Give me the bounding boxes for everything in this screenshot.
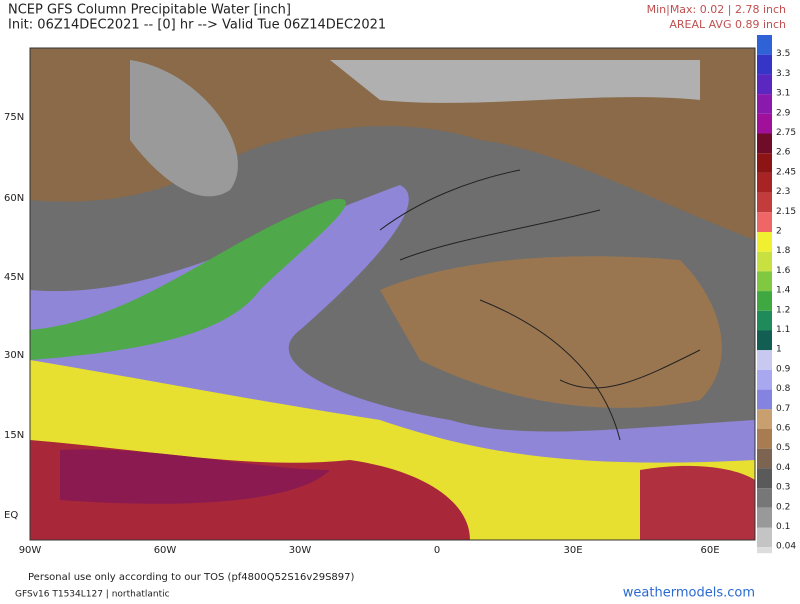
colorbar-label: 1 [776, 345, 782, 355]
lat-label: 15N [4, 430, 24, 441]
colorbar-swatch [757, 409, 772, 429]
colorbar-swatch [757, 369, 772, 390]
lon-label: 0 [434, 545, 440, 556]
lat-label: 75N [4, 112, 24, 123]
colorbar-label: 0.9 [776, 364, 791, 374]
colorbar-swatch [757, 232, 772, 252]
colorbar-swatch [757, 507, 772, 528]
colorbar-label: 3.5 [776, 49, 790, 59]
colorbar-label: 0.2 [776, 502, 790, 512]
colorbar-label: 2 [776, 227, 782, 237]
colorbar-swatch [757, 94, 772, 114]
map-imagery [29, 47, 756, 541]
colorbar-swatch [757, 153, 772, 173]
colorbar-swatch [757, 172, 772, 193]
colorbar-label: 2.6 [776, 148, 791, 158]
colorbar-label: 1.6 [776, 266, 791, 276]
colorbar-swatch [757, 448, 772, 469]
colorbar-label: 0.04 [776, 542, 796, 552]
colorbar-label: 3.3 [776, 69, 790, 79]
colorbar-swatch [757, 468, 772, 489]
lon-label: 60E [700, 545, 719, 556]
colorbar-swatch [757, 133, 772, 154]
lat-label: 30N [4, 350, 24, 361]
colorbar-label: 0.1 [776, 522, 790, 532]
lon-label: 30E [563, 545, 582, 556]
colorbar-swatch [757, 330, 772, 351]
colorbar-swatch [757, 271, 772, 292]
lon-label: 30W [289, 545, 312, 556]
colorbar-swatch [757, 291, 772, 311]
colorbar-swatch [757, 212, 772, 232]
colorbar-swatch [757, 389, 772, 410]
site-link: weathermodels.com [623, 586, 755, 601]
init-line: Init: 06Z14DEC2021 -- [0] hr --> Valid T… [8, 18, 386, 33]
colorbar-swatch [757, 251, 772, 272]
colorbar-swatch [757, 527, 772, 548]
colorbar-label: 1.2 [776, 305, 790, 315]
lat-label: EQ [4, 510, 18, 521]
colorbar-swatch [757, 74, 772, 95]
areal-avg: AREAL AVG 0.89 inch [669, 18, 786, 31]
colorbar-label: 1.4 [776, 286, 791, 296]
colorbar-label: 2.15 [776, 207, 796, 217]
colorbar-swatch [757, 310, 772, 331]
min-max: Min|Max: 0.02 | 2.78 inch [647, 3, 786, 16]
colorbar-label: 0.6 [776, 424, 791, 434]
colorbar-label: 3.1 [776, 89, 790, 99]
lat-label: 60N [4, 193, 24, 204]
colorbar-label: 2.45 [776, 167, 796, 177]
colorbar-label: 1.8 [776, 246, 791, 256]
colorbar-swatch [757, 350, 772, 370]
colorbar-swatch [757, 35, 772, 55]
colorbar-swatch [757, 54, 772, 75]
tos-note: Personal use only according to our TOS (… [28, 572, 355, 583]
colorbar-label: 0.4 [776, 463, 791, 473]
title: NCEP GFS Column Precipitable Water [inch… [8, 3, 291, 18]
colorbar-label: 0.3 [776, 483, 790, 493]
lon-label: 60W [154, 545, 177, 556]
colorbar-label: 0.5 [776, 443, 790, 453]
colorbar-label: 0.7 [776, 404, 790, 414]
colorbar-swatch [757, 113, 772, 134]
lat-label: 45N [4, 272, 24, 283]
colorbar-label: 1.1 [776, 325, 790, 335]
colorbar-bottom [757, 547, 772, 554]
colorbar-swatch [757, 429, 772, 449]
colorbar-label: 2.3 [776, 187, 790, 197]
model-info: GFSv16 T1534L127 | northatlantic [15, 590, 170, 600]
colorbar-label: 2.9 [776, 108, 791, 118]
colorbar-label: 2.75 [776, 128, 796, 138]
colorbar-label: 0.8 [776, 384, 791, 394]
lon-label: 90W [19, 545, 42, 556]
colorbar-swatch [757, 488, 772, 508]
colorbar-swatch [757, 192, 772, 213]
